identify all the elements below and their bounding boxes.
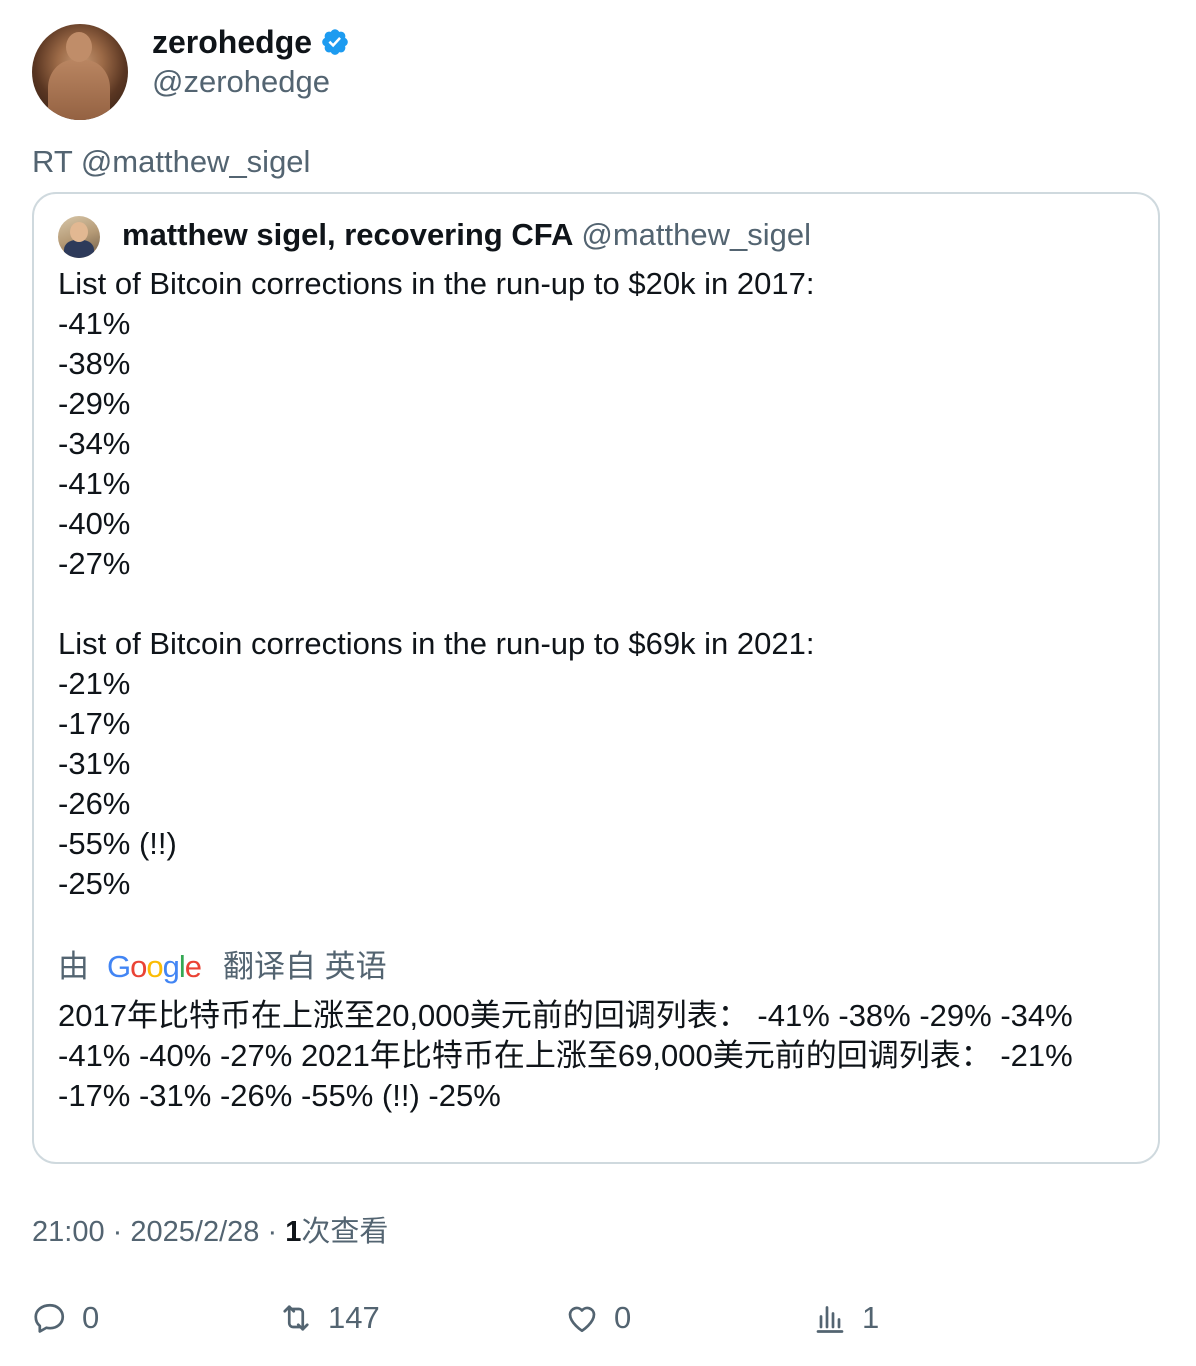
- quoted-display-name: matthew sigel, recovering CFA: [122, 217, 574, 252]
- heart-icon: [568, 1306, 596, 1333]
- body-line: -21%: [58, 666, 131, 701]
- meta-separator: ·: [267, 1216, 278, 1248]
- quoted-tweet-card[interactable]: matthew sigel, recovering CFA @matthew_si…: [32, 192, 1160, 1164]
- analytics-bars-icon: [816, 1306, 844, 1333]
- body-line: -26%: [58, 786, 131, 821]
- translation-suffix: 翻译自 英语: [223, 949, 387, 984]
- author-display-name[interactable]: zerohedge: [152, 24, 313, 60]
- body-line: [58, 584, 815, 624]
- tweet-date[interactable]: 2025/2/28: [130, 1216, 260, 1248]
- quoted-handle: @matthew_sigel: [581, 217, 811, 252]
- body-line: -38%: [58, 346, 131, 381]
- retweet-line: RT @matthew_sigel: [32, 144, 311, 179]
- translation-attribution: 由 Google 翻译自 英语: [58, 946, 387, 988]
- body-line: -34%: [58, 426, 131, 461]
- body-line: -29%: [58, 386, 131, 421]
- translation-prefix: 由: [58, 949, 89, 984]
- retweet-count: 147: [328, 1300, 380, 1335]
- body-line: -41%: [58, 466, 131, 501]
- body-line: -27%: [58, 546, 131, 581]
- retweet-icon: [283, 1305, 309, 1331]
- views-count: 1: [285, 1216, 302, 1248]
- like-count: 0: [614, 1300, 632, 1335]
- views-count-action: 1: [862, 1300, 880, 1335]
- body-line: -17%: [58, 706, 131, 741]
- translated-text: 2017年比特币在上涨至20,000美元前的回调列表： -41% -38% -2…: [58, 998, 1073, 1113]
- like-button[interactable]: 0: [564, 1298, 631, 1338]
- body-line: List of Bitcoin corrections in the run-u…: [58, 626, 815, 661]
- quoted-author-row: matthew sigel, recovering CFA @matthew_si…: [122, 214, 811, 256]
- quoted-avatar-face: [70, 222, 88, 242]
- quoted-tweet-body: List of Bitcoin corrections in the run-u…: [58, 264, 815, 904]
- body-line: -55% (!!): [58, 826, 177, 861]
- verified-badge-icon: [322, 29, 348, 55]
- reply-icon: [34, 1303, 65, 1333]
- tweet-meta: 21:00 · 2025/2/28 · 1次查看: [32, 1212, 388, 1252]
- reply-count: 0: [82, 1300, 100, 1335]
- quoted-author-avatar: [58, 216, 100, 258]
- meta-separator: ·: [112, 1216, 123, 1248]
- quoted-avatar-figure: [64, 240, 94, 258]
- author-handle[interactable]: @zerohedge: [152, 64, 330, 99]
- views-button[interactable]: 1: [812, 1298, 879, 1338]
- reply-button[interactable]: 0: [32, 1298, 99, 1338]
- author-avatar[interactable]: [32, 24, 128, 120]
- body-line: List of Bitcoin corrections in the run-u…: [58, 266, 815, 301]
- avatar-figure: [48, 60, 110, 120]
- body-line: -25%: [58, 866, 131, 901]
- google-logo: Google: [107, 949, 202, 984]
- tweet-time[interactable]: 21:00: [32, 1216, 105, 1248]
- body-line: -40%: [58, 506, 131, 541]
- body-line: -31%: [58, 746, 131, 781]
- body-line: -41%: [58, 306, 131, 341]
- author-name-row: zerohedge: [152, 22, 350, 62]
- retweet-button[interactable]: 147: [278, 1298, 380, 1338]
- avatar-face: [66, 32, 92, 62]
- views-label: 次查看: [301, 1216, 389, 1248]
